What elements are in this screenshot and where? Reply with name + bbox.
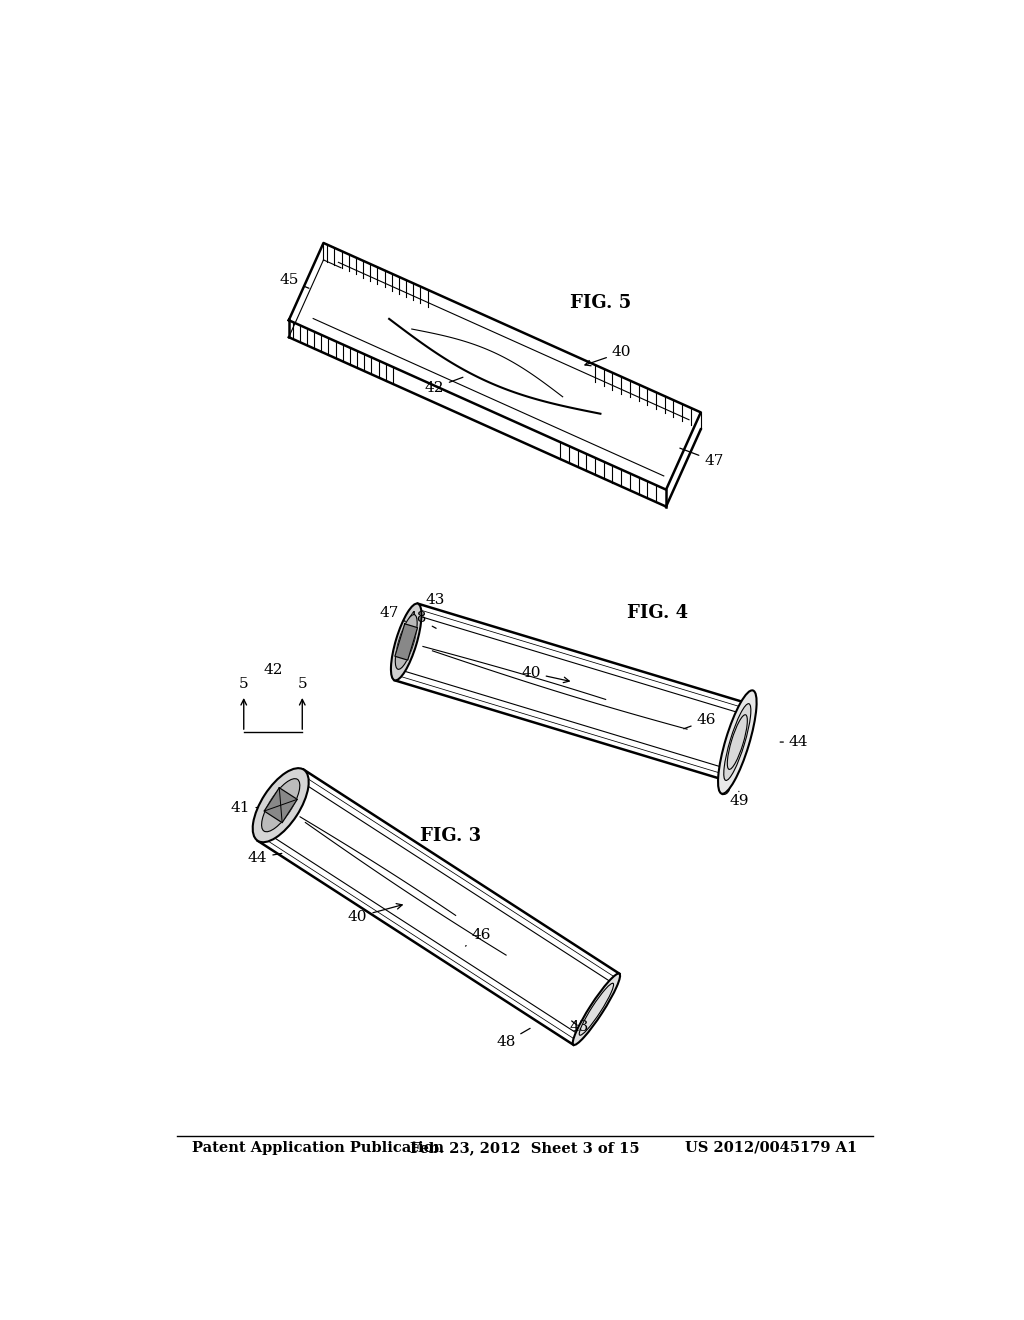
- Text: 45: 45: [280, 273, 309, 288]
- Ellipse shape: [718, 690, 757, 793]
- Ellipse shape: [391, 603, 422, 680]
- Text: 5: 5: [239, 677, 249, 692]
- Text: Feb. 23, 2012  Sheet 3 of 15: Feb. 23, 2012 Sheet 3 of 15: [410, 1140, 640, 1155]
- Text: 49: 49: [729, 792, 749, 808]
- Text: 44: 44: [780, 735, 808, 748]
- Text: FIG. 3: FIG. 3: [420, 828, 480, 845]
- Text: 47: 47: [680, 447, 724, 469]
- Ellipse shape: [395, 615, 417, 669]
- Text: 43: 43: [569, 1020, 589, 1034]
- Ellipse shape: [724, 704, 751, 780]
- Text: 47: 47: [379, 606, 406, 622]
- Text: 46: 46: [466, 928, 490, 946]
- Text: FIG. 5: FIG. 5: [569, 294, 631, 312]
- Text: 40: 40: [585, 346, 632, 366]
- Ellipse shape: [253, 768, 308, 842]
- Polygon shape: [395, 624, 418, 660]
- Text: 42: 42: [425, 378, 463, 395]
- Text: FIG. 4: FIG. 4: [628, 603, 688, 622]
- Text: 46: 46: [684, 714, 716, 729]
- Text: US 2012/0045179 A1: US 2012/0045179 A1: [685, 1140, 857, 1155]
- Ellipse shape: [572, 973, 621, 1045]
- Text: 41: 41: [231, 800, 258, 814]
- Text: 43: 43: [425, 593, 444, 607]
- Text: 5: 5: [297, 677, 307, 692]
- Text: 40: 40: [348, 904, 402, 924]
- Ellipse shape: [261, 779, 300, 832]
- Text: 48: 48: [497, 1028, 530, 1049]
- Text: 42: 42: [263, 664, 283, 677]
- Text: 40: 40: [521, 665, 569, 682]
- Text: 48: 48: [408, 611, 436, 628]
- Text: Patent Application Publication: Patent Application Publication: [193, 1140, 444, 1155]
- Polygon shape: [264, 788, 297, 822]
- Text: 44: 44: [248, 850, 282, 865]
